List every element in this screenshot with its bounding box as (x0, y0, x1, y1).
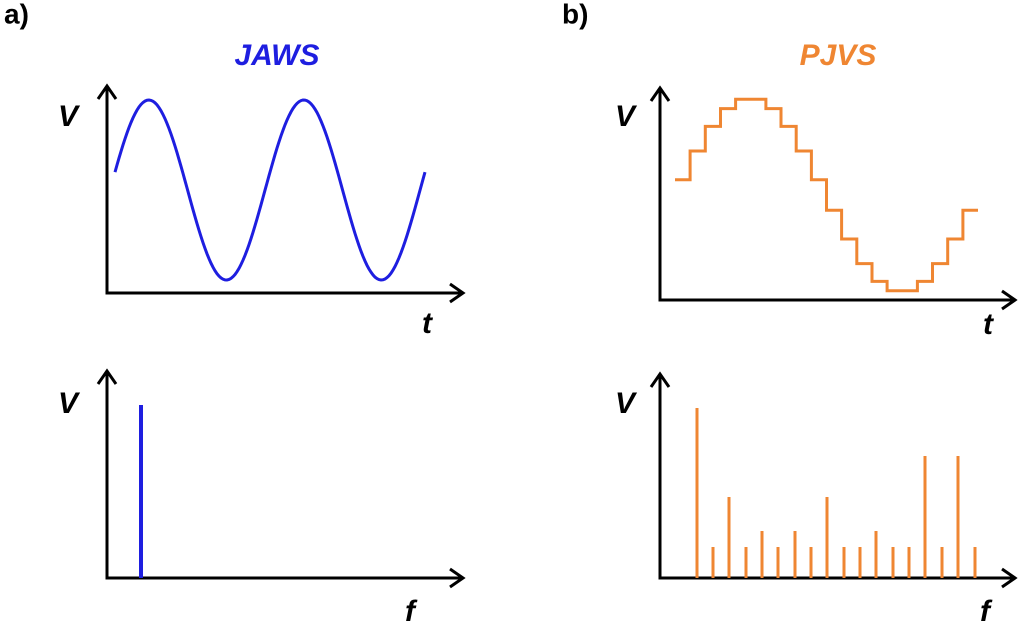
spectral-lines (695, 408, 977, 578)
panel-label: b) (562, 0, 588, 29)
y-axis-label: V (615, 387, 638, 420)
sine-wave (113, 98, 427, 282)
panel-title: PJVS (800, 39, 877, 72)
spectral-line (744, 547, 748, 578)
spectral-line (858, 547, 862, 578)
staircase-wave (675, 97, 978, 293)
spectral-line (891, 547, 895, 578)
spectral-line (923, 456, 927, 578)
x-axis-label: t (422, 307, 434, 340)
y-axis-label: V (58, 100, 81, 133)
spectral-line (956, 456, 960, 578)
axes (649, 85, 1018, 311)
axes (96, 83, 466, 304)
x-axis-label: f (405, 595, 418, 628)
y-axis-label: V (58, 387, 81, 420)
panel-title: JAWS (234, 39, 319, 72)
spectral-line (695, 408, 699, 578)
x-axis-label: f (980, 595, 993, 628)
spectral-line (825, 497, 829, 578)
panel-label: a) (4, 0, 29, 29)
x-axis-label: t (983, 308, 995, 341)
spectral-line (809, 547, 813, 578)
spectral-line (727, 497, 731, 578)
spectral-line (940, 547, 944, 578)
axes (96, 368, 466, 589)
spectral-line (793, 531, 797, 578)
spectral-line (760, 531, 764, 578)
axes (649, 371, 1018, 589)
spectral-line (776, 547, 780, 578)
spectral-line (711, 547, 715, 578)
y-axis-label: V (615, 100, 638, 133)
spectral-line (874, 531, 878, 578)
spectral-line (139, 405, 143, 578)
spectral-line (842, 547, 846, 578)
spectral-line (973, 547, 977, 578)
spectral-line (907, 547, 911, 578)
